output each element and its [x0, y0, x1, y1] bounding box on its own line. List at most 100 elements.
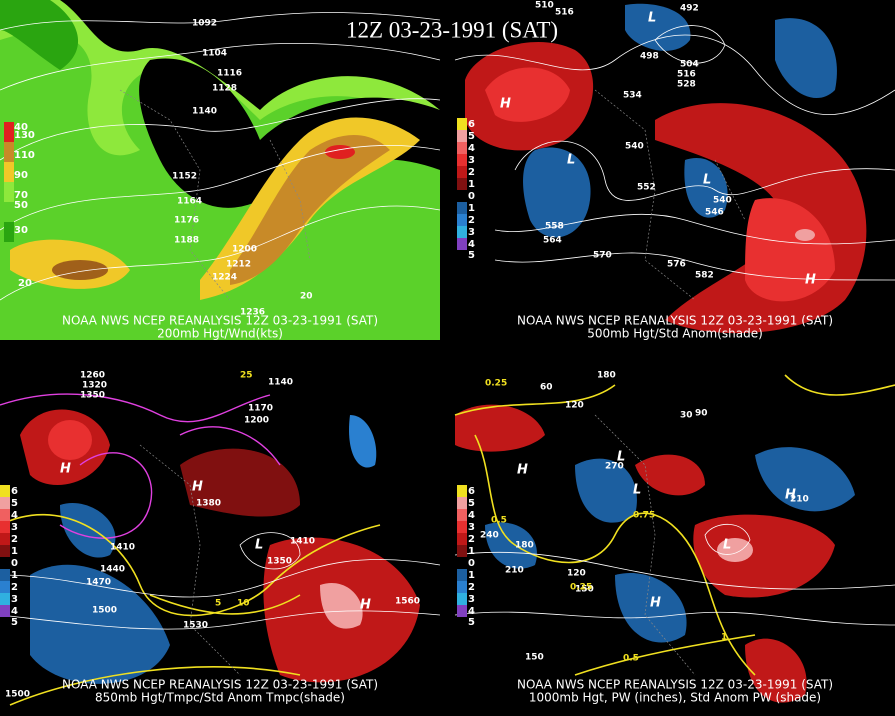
contour-label: 1500 — [92, 606, 117, 616]
legend-label: 1 — [11, 546, 18, 557]
legend-label: 5 — [468, 617, 475, 628]
pressure-center: H — [805, 273, 816, 288]
contour-label: 1152 — [172, 172, 197, 182]
contour-label: 1500 — [5, 690, 30, 700]
legend-label: 5 — [468, 131, 475, 142]
legend-swatch — [457, 202, 467, 214]
map-feature — [755, 447, 855, 512]
map-feature — [0, 12, 441, 31]
contour-label: 1560 — [395, 597, 420, 607]
legend-swatch — [457, 238, 467, 250]
legend-swatch — [457, 485, 467, 497]
legend-label: 70 — [14, 190, 28, 201]
contour-label: 1212 — [226, 260, 251, 270]
legend-swatch — [0, 545, 10, 557]
legend-label: 2 — [468, 534, 475, 545]
legend-swatch — [457, 190, 467, 202]
legend-swatch — [457, 593, 467, 605]
map-feature — [514, 140, 895, 201]
contour-label: 516 — [555, 8, 574, 18]
contour-label: 1128 — [212, 84, 237, 94]
map-feature — [454, 611, 895, 626]
map-feature — [180, 448, 300, 517]
contour-label: 570 — [593, 251, 612, 261]
map-feature — [775, 18, 837, 99]
pressure-center: H — [192, 480, 203, 495]
contour-label: 0.25 — [570, 583, 592, 593]
contour-label: 10 — [237, 599, 250, 609]
contour-label: 1200 — [244, 416, 269, 426]
map-feature — [60, 503, 116, 558]
contour-label: 1260 — [80, 371, 105, 381]
contour-label: 270 — [605, 462, 624, 472]
contour-label: 1092 — [192, 19, 217, 29]
map-feature — [704, 523, 751, 555]
legend-swatch — [457, 569, 467, 581]
panel-500mb: 65 43 21 01 23 45 516 510 492 498 504 51… — [454, 0, 895, 341]
contour-label: 210 — [505, 566, 524, 576]
pressure-center: L — [617, 450, 625, 465]
contour-label: 552 — [637, 183, 656, 193]
map-feature — [454, 374, 895, 676]
legend-label: 3 — [468, 155, 475, 166]
legend-label: 2 — [468, 582, 475, 593]
legend-label: 4 — [468, 606, 475, 617]
legend-label: 3 — [468, 594, 475, 605]
pressure-center: L — [633, 483, 641, 498]
legend-label: 4 — [11, 606, 18, 617]
map-feature — [795, 229, 815, 241]
contour-label: 210 — [790, 495, 809, 505]
contour-label: 528 — [677, 80, 696, 90]
legend-label: 5 — [11, 617, 18, 628]
legend-label: 110 — [14, 150, 35, 161]
map-feature — [684, 158, 728, 218]
pressure-center: H — [650, 596, 661, 611]
legend-swatch — [4, 202, 14, 222]
contour-label: 498 — [640, 52, 659, 62]
map-feature — [615, 573, 687, 643]
legend-label: 40 — [14, 122, 28, 133]
contour-label: 1530 — [183, 621, 208, 631]
contour-label: 1440 — [100, 565, 125, 575]
contour-label: 1140 — [268, 378, 293, 388]
legend-label: 5 — [11, 498, 18, 509]
legend-label: 6 — [468, 486, 475, 497]
legend-swatch — [457, 154, 467, 166]
legend-swatch — [0, 497, 10, 509]
legend-label: 2 — [11, 582, 18, 593]
map-feature — [454, 34, 895, 116]
map-feature — [635, 454, 705, 496]
contour-label: 504 — [680, 60, 699, 70]
contour-label: 540 — [625, 142, 644, 152]
panel-subtitle: 850mb Hgt/Tmpc/Std Anom Tmpc(shade) — [95, 691, 345, 705]
contour-label: 0.25 — [485, 379, 507, 389]
legend-swatch — [0, 521, 10, 533]
map-feature — [494, 213, 895, 245]
contour-label: 1224 — [212, 273, 237, 283]
legend-label: 0 — [468, 558, 475, 569]
legend-swatch — [457, 130, 467, 142]
map-feature — [48, 420, 92, 460]
legend-swatch — [457, 545, 467, 557]
contour-label: 20 — [300, 292, 313, 302]
contour-label: 1104 — [202, 49, 227, 59]
pressure-center: H — [785, 488, 796, 503]
legend-label: 30 — [14, 225, 28, 236]
map-feature — [693, 514, 835, 598]
contour-label: 492 — [680, 4, 699, 14]
contour-label: 1188 — [174, 236, 199, 246]
legend-label: 1 — [468, 179, 475, 190]
legend-swatch — [4, 122, 14, 142]
contour-label: 1470 — [86, 578, 111, 588]
contour-label: 1170 — [248, 404, 273, 414]
legend-swatch — [457, 533, 467, 545]
contour-label: 1 — [721, 633, 727, 643]
map-feature — [349, 415, 377, 468]
contour-label: 25 — [240, 371, 253, 381]
contour-label: 1320 — [82, 381, 107, 391]
contour-label: 0.5 — [491, 516, 507, 526]
panel-subtitle: 500mb Hgt/Std Anom(shade) — [587, 327, 763, 341]
pressure-center: L — [703, 173, 711, 188]
legend-swatch — [4, 182, 14, 202]
